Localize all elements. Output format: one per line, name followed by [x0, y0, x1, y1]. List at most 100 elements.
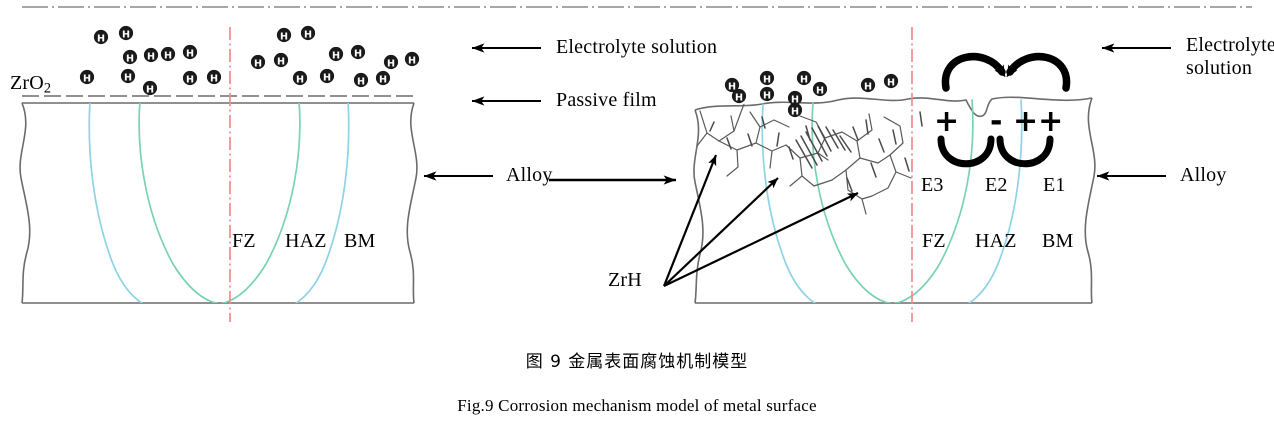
- hydrogen-ion: H: [353, 72, 369, 88]
- hydrogen-ion: H: [79, 69, 95, 85]
- hydrogen-ion: H: [142, 80, 158, 96]
- svg-text:H: H: [354, 49, 362, 60]
- hydrogen-ion: H: [122, 49, 138, 65]
- svg-text:H: H: [379, 75, 387, 86]
- hydrogen-ion: H: [206, 69, 222, 85]
- electrode-label-e1: E1: [1043, 174, 1066, 196]
- svg-text:H: H: [186, 75, 194, 86]
- svg-text:H: H: [332, 51, 340, 62]
- left-panel-group: H H H H H H H H H H H H H H H H H H H H: [19, 25, 677, 322]
- hydrogen-ion: H: [120, 68, 136, 84]
- zone-label-fz-right: FZ: [922, 230, 946, 252]
- right-weld-zones: [761, 99, 1023, 303]
- svg-text:H: H: [864, 82, 872, 93]
- hydrogen-ion: H: [300, 25, 316, 41]
- svg-text:H: H: [735, 93, 743, 104]
- svg-text:H: H: [763, 91, 771, 102]
- svg-text:H: H: [763, 75, 771, 86]
- zone-label-bm-left: BM: [344, 230, 376, 252]
- svg-text:H: H: [728, 82, 736, 93]
- svg-text:H: H: [254, 59, 262, 70]
- hydrogen-ion: H: [883, 73, 899, 89]
- svg-text:H: H: [304, 30, 312, 41]
- hydrogen-ion: H: [787, 102, 803, 118]
- figure-caption-chinese: 图 9 金属表面腐蚀机制模型: [525, 352, 749, 372]
- svg-text:H: H: [146, 85, 154, 96]
- hydrogen-ion: H: [759, 86, 775, 102]
- hydrogen-ion: H: [276, 27, 292, 43]
- hydrogen-ion: H: [724, 77, 740, 93]
- hydrogen-ion: H: [143, 47, 159, 63]
- hydrogen-ion: H: [787, 90, 803, 106]
- potential-sign-negative: -: [990, 104, 1003, 139]
- svg-text:H: H: [887, 78, 895, 89]
- svg-text:H: H: [164, 51, 172, 62]
- svg-text:H: H: [124, 73, 132, 84]
- svg-text:H: H: [210, 74, 218, 85]
- zone-label-fz-left: FZ: [232, 230, 256, 252]
- potential-sign-double-positive: ++: [1013, 104, 1064, 139]
- zrh-pointer-arrows: [662, 154, 859, 287]
- svg-text:H: H: [800, 75, 808, 86]
- svg-text:H: H: [147, 52, 155, 63]
- potential-sign-positive: +: [934, 104, 960, 139]
- svg-text:H: H: [280, 32, 288, 43]
- svg-text:H: H: [186, 49, 194, 60]
- hydrogen-ion: H: [812, 81, 828, 97]
- svg-text:H: H: [97, 34, 105, 45]
- hydrogen-ion: H: [182, 44, 198, 60]
- svg-text:H: H: [277, 57, 285, 68]
- svg-text:H: H: [126, 54, 134, 65]
- right-hydrogen-ion-cloud: H H H H H H H H H H: [724, 70, 899, 118]
- left-hydrogen-ion-cloud: H H H H H H H H H H H H H H H H H H H H: [79, 25, 420, 96]
- svg-text:H: H: [387, 59, 395, 70]
- hydrogen-ion: H: [404, 51, 420, 67]
- svg-text:H: H: [122, 30, 130, 41]
- zone-label-bm-right: BM: [1042, 230, 1074, 252]
- hydride-microstructure: [696, 103, 923, 215]
- svg-text:H: H: [83, 74, 91, 85]
- electrode-label-e2: E2: [985, 174, 1008, 196]
- left-callout-arrows: [423, 43, 541, 181]
- hydrogen-ion: H: [375, 70, 391, 86]
- hydrogen-ion: H: [731, 88, 747, 104]
- zone-label-haz-left: HAZ: [285, 230, 327, 252]
- hydrogen-ion: H: [796, 70, 812, 86]
- hydrogen-ion: H: [118, 25, 134, 41]
- hydrogen-ion: H: [383, 54, 399, 70]
- zrh-label: ZrH: [608, 269, 642, 291]
- svg-text:H: H: [791, 95, 799, 106]
- electrolyte-solution-label-right-line2: solution: [1186, 57, 1253, 79]
- hydrogen-ion: H: [292, 70, 308, 86]
- electrode-label-e3: E3: [921, 174, 944, 196]
- svg-text:H: H: [323, 73, 331, 84]
- electrolyte-solution-label-left: Electrolyte solution: [556, 36, 718, 58]
- hydrogen-ion: H: [182, 70, 198, 86]
- current-loop-arrows: [941, 52, 1071, 92]
- electrolyte-solution-label-right-line1: Electrolyte: [1186, 34, 1274, 56]
- passive-film-label: Passive film: [556, 89, 657, 111]
- alloy-label-right: Alloy: [1180, 164, 1227, 186]
- zro2-label: ZrO2: [10, 72, 52, 97]
- zone-label-haz-right: HAZ: [975, 230, 1017, 252]
- hydrogen-ion: H: [93, 29, 109, 45]
- hydrogen-ion: H: [160, 46, 176, 62]
- electrode-arcs: [937, 135, 1054, 168]
- hydrogen-ion: H: [319, 68, 335, 84]
- hydrogen-ion: H: [350, 44, 366, 60]
- figure-caption-english: Fig.9 Corrosion mechanism model of metal…: [457, 396, 817, 415]
- svg-text:H: H: [296, 75, 304, 86]
- alloy-label-left: Alloy: [506, 164, 553, 186]
- right-panel-group: H H H H H H H H H H: [662, 27, 1171, 322]
- right-callout-arrows: [1096, 43, 1171, 181]
- svg-text:H: H: [408, 56, 416, 67]
- svg-text:H: H: [357, 77, 365, 88]
- hydrogen-ion: H: [328, 46, 344, 62]
- hydrogen-ion: H: [759, 70, 775, 86]
- left-alloy-block: [19, 102, 418, 304]
- hydrogen-ion: H: [273, 52, 289, 68]
- hydrogen-ion: H: [860, 77, 876, 93]
- svg-text:H: H: [791, 107, 799, 118]
